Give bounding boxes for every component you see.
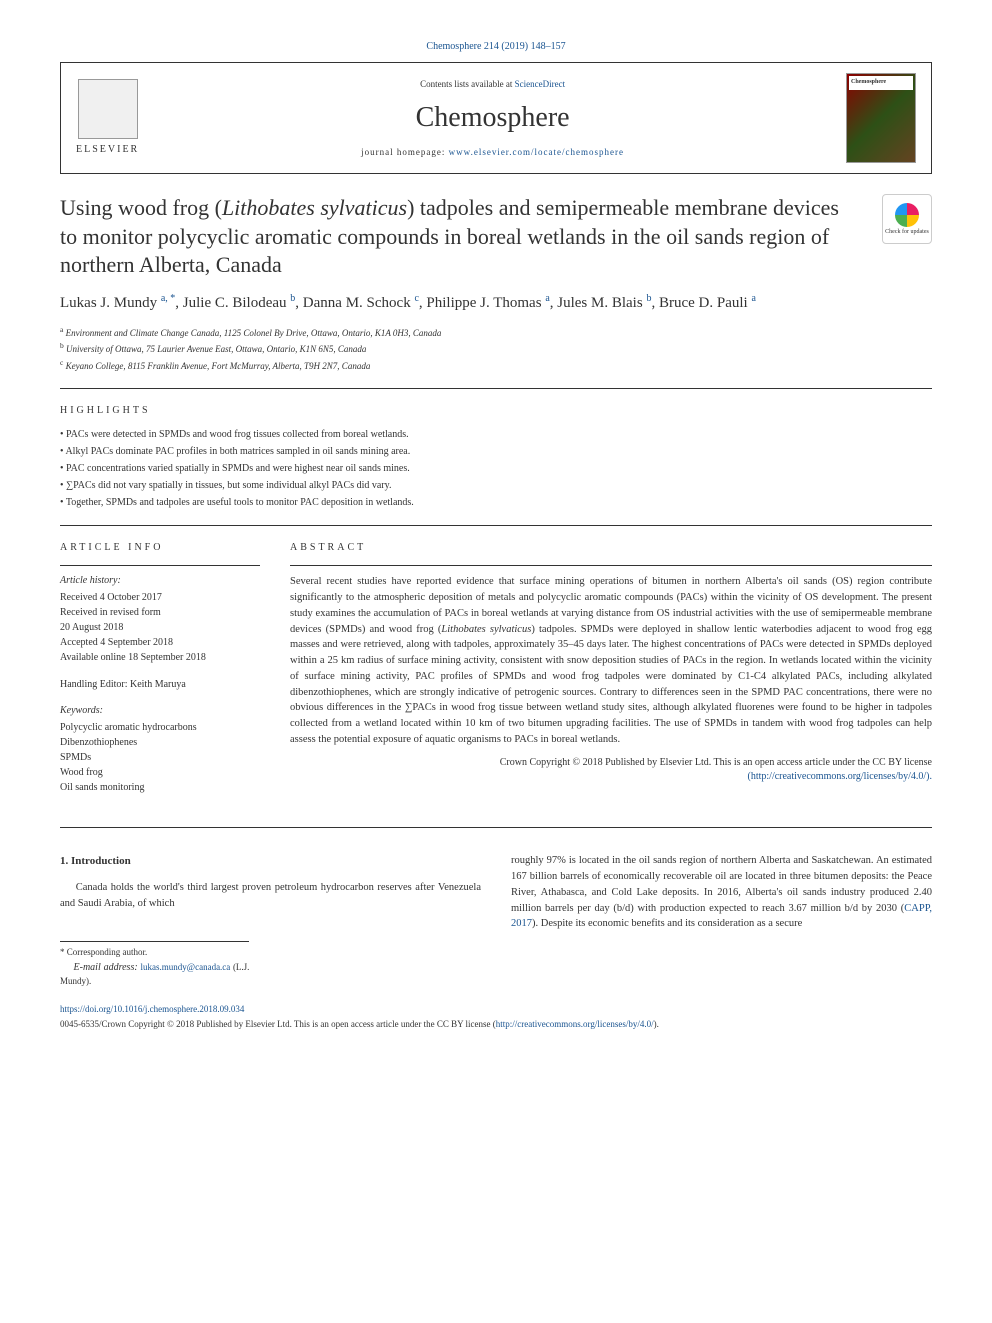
intro-paragraph: Canada holds the world's third largest p… xyxy=(60,880,481,912)
corresponding-email-link[interactable]: lukas.mundy@canada.ca xyxy=(141,962,231,972)
author: Danna M. Schock c xyxy=(303,295,419,311)
divider xyxy=(60,565,260,566)
email-label: E-mail address: xyxy=(74,962,141,973)
corresponding-label: * Corresponding author. xyxy=(60,946,249,960)
author: Lukas J. Mundy a, * xyxy=(60,295,175,311)
footer-copyright: 0045-6535/Crown Copyright © 2018 Publish… xyxy=(60,1018,932,1031)
article-history-label: Article history: xyxy=(60,574,260,588)
author: Philippe J. Thomas a xyxy=(426,295,549,311)
highlight-item: ∑PACs did not vary spatially in tissues,… xyxy=(60,479,932,493)
sciencedirect-link[interactable]: ScienceDirect xyxy=(515,79,565,89)
highlight-item: PAC concentrations varied spatially in S… xyxy=(60,462,932,476)
footer: https://doi.org/10.1016/j.chemosphere.20… xyxy=(60,1003,932,1030)
check-updates-text: Check for updates xyxy=(885,229,929,235)
keyword: Polycyclic aromatic hydrocarbons xyxy=(60,720,260,735)
corresponding-author: * Corresponding author. E-mail address: … xyxy=(60,941,249,988)
affiliation: c Keyano College, 8115 Franklin Avenue, … xyxy=(60,357,932,374)
intro-paragraph-continued: roughly 97% is located in the oil sands … xyxy=(511,853,932,932)
homepage-line: journal homepage: www.elsevier.com/locat… xyxy=(139,146,846,159)
divider xyxy=(60,388,932,389)
abstract-text: Several recent studies have reported evi… xyxy=(290,574,932,747)
title-prefix: Using wood frog ( xyxy=(60,195,222,220)
elsevier-tree-icon xyxy=(78,79,138,139)
keyword: Dibenzothiophenes xyxy=(60,735,260,750)
article-info-heading: ARTICLE INFO xyxy=(60,541,260,555)
publisher-logo: ELSEVIER xyxy=(76,79,139,157)
keyword: SPMDs xyxy=(60,750,260,765)
article-history: Received 4 October 2017 Received in revi… xyxy=(60,590,260,665)
divider xyxy=(60,827,932,828)
contents-prefix: Contents lists available at xyxy=(420,79,514,89)
author: Julie C. Bilodeau b xyxy=(183,295,296,311)
keywords-list: Polycyclic aromatic hydrocarbons Dibenzo… xyxy=(60,720,260,795)
journal-name: Chemosphere xyxy=(139,98,846,137)
cc-license-link[interactable]: (http://creativecommons.org/licenses/by/… xyxy=(748,771,933,782)
divider xyxy=(60,525,932,526)
doi-link[interactable]: https://doi.org/10.1016/j.chemosphere.20… xyxy=(60,1004,244,1014)
abstract-heading: ABSTRACT xyxy=(290,541,932,555)
highlight-item: PACs were detected in SPMDs and wood fro… xyxy=(60,428,932,442)
handling-editor: Handling Editor: Keith Maruya xyxy=(60,677,260,692)
divider xyxy=(290,565,932,566)
highlight-item: Alkyl PACs dominate PAC profiles in both… xyxy=(60,445,932,459)
check-updates-badge[interactable]: Check for updates xyxy=(882,194,932,244)
author: Bruce D. Pauli a xyxy=(659,295,756,311)
article-title: Using wood frog (Lithobates sylvaticus) … xyxy=(60,194,932,280)
keyword: Oil sands monitoring xyxy=(60,780,260,795)
journal-cover-thumbnail: Chemosphere xyxy=(846,73,916,163)
affiliation: b University of Ottawa, 75 Laurier Avenu… xyxy=(60,340,932,357)
highlights-list: PACs were detected in SPMDs and wood fro… xyxy=(60,428,932,510)
affiliations: a Environment and Climate Change Canada,… xyxy=(60,324,932,374)
abstract-copyright: Crown Copyright © 2018 Published by Else… xyxy=(290,756,932,784)
authors-list: Lukas J. Mundy a, *, Julie C. Bilodeau b… xyxy=(60,292,932,314)
journal-header: ELSEVIER Contents lists available at Sci… xyxy=(60,62,932,174)
homepage-prefix: journal homepage: xyxy=(361,147,448,157)
keywords-label: Keywords: xyxy=(60,704,260,718)
cover-label: Chemosphere xyxy=(851,78,886,86)
homepage-link[interactable]: www.elsevier.com/locate/chemosphere xyxy=(449,147,624,157)
author: Jules M. Blais b xyxy=(557,295,651,311)
highlight-item: Together, SPMDs and tadpoles are useful … xyxy=(60,496,932,510)
introduction-heading: 1. Introduction xyxy=(60,853,481,870)
citation-link[interactable]: Chemosphere 214 (2019) 148–157 xyxy=(60,40,932,54)
footer-cc-link[interactable]: http://creativecommons.org/licenses/by/4… xyxy=(496,1019,654,1029)
highlights-heading: HIGHLIGHTS xyxy=(60,404,932,418)
publisher-name: ELSEVIER xyxy=(76,143,139,157)
contents-line: Contents lists available at ScienceDirec… xyxy=(139,78,846,91)
crossmark-icon xyxy=(895,203,919,227)
keyword: Wood frog xyxy=(60,765,260,780)
title-species: Lithobates sylvaticus xyxy=(222,195,407,220)
affiliation: a Environment and Climate Change Canada,… xyxy=(60,324,932,341)
